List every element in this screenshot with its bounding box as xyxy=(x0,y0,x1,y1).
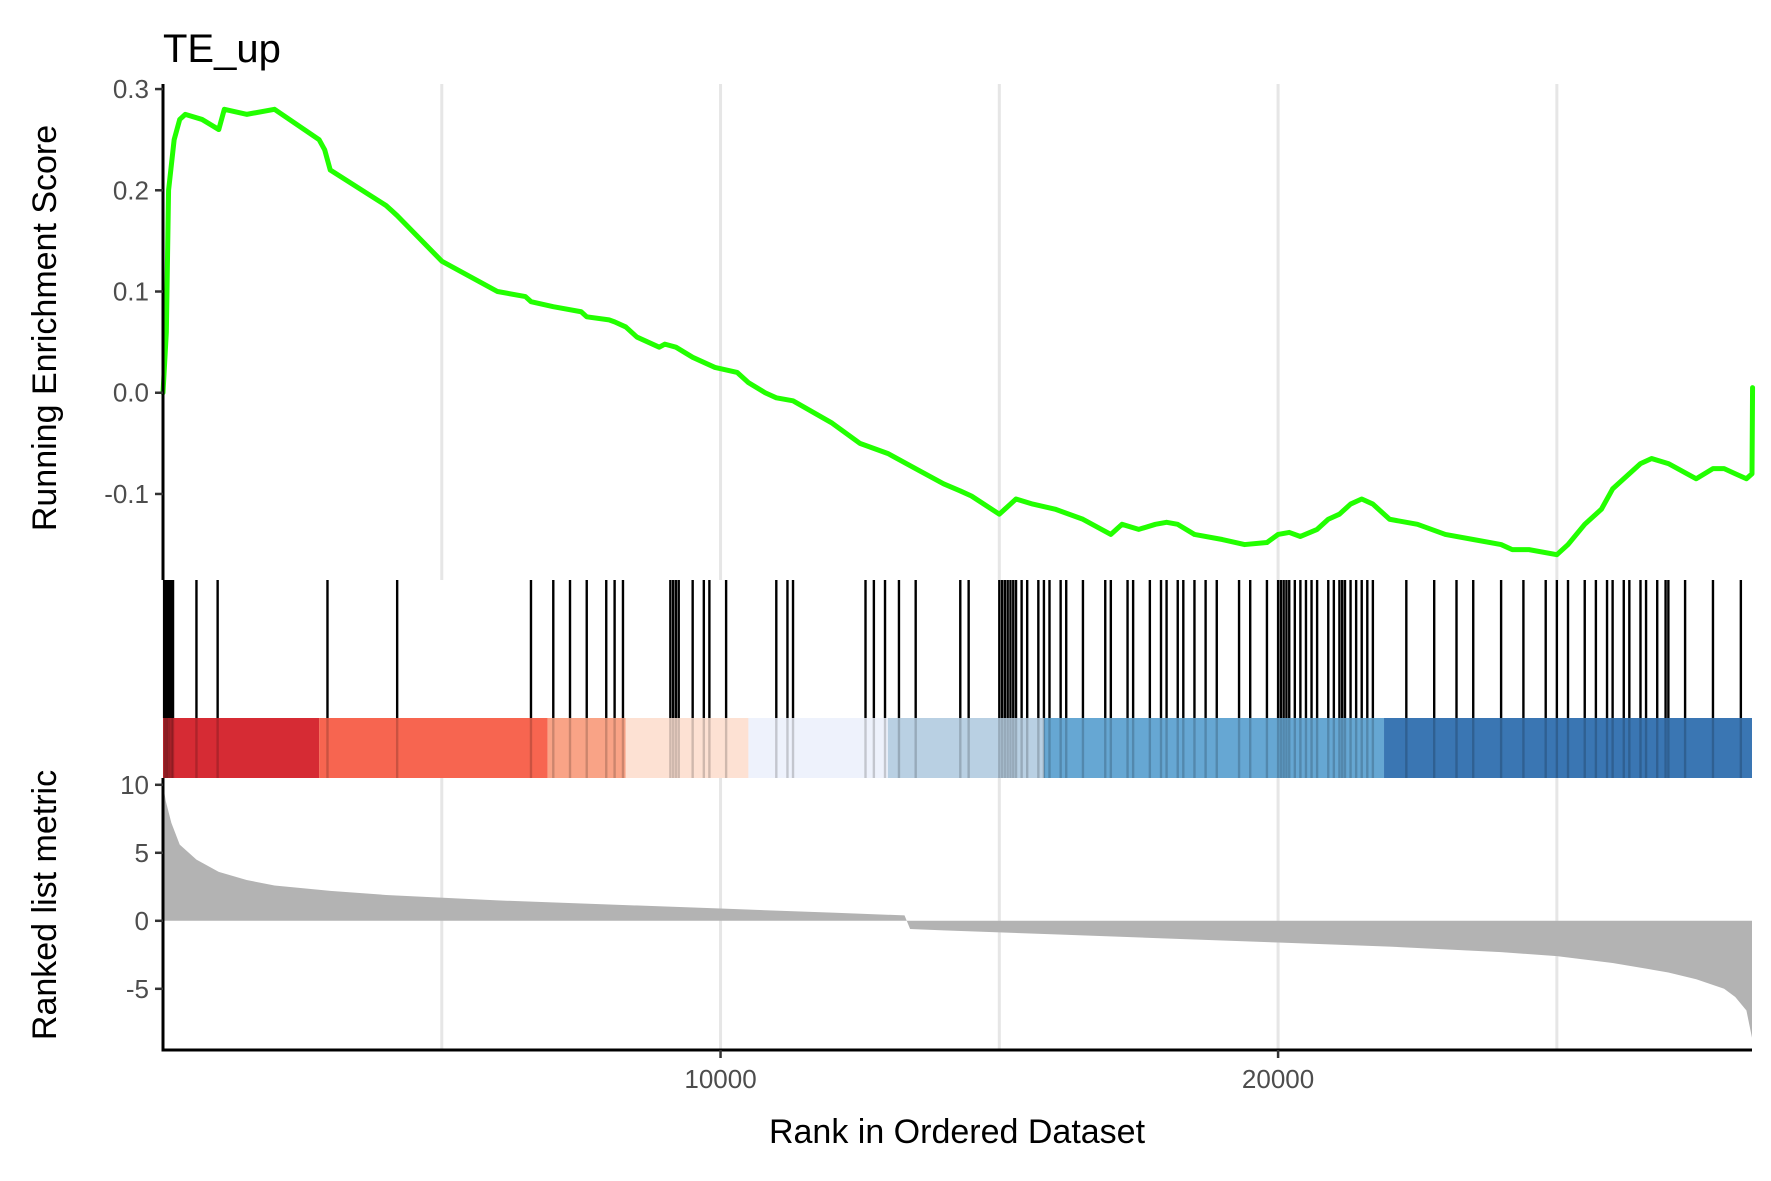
color-bar-segment xyxy=(319,718,548,778)
y-axis-title-enrichment: Running Enrichment Score xyxy=(26,125,64,531)
y-tick-label-metric: 0 xyxy=(135,906,149,936)
color-bar-segment xyxy=(1043,718,1385,778)
color-bar-segment xyxy=(887,718,1044,778)
y-tick-label-metric: 5 xyxy=(135,838,149,868)
gene-hit-marks xyxy=(162,580,1743,778)
enrichment-panel xyxy=(160,106,1756,558)
x-axis-title: Rank in Ordered Dataset xyxy=(769,1113,1146,1151)
rank-color-bar xyxy=(163,718,1752,778)
y-tick-label-enrichment: 0.3 xyxy=(113,74,149,104)
y-tick-label-enrichment: -0.1 xyxy=(104,479,149,509)
tick-labels: 0.3 0.2 0.1 0.0 -0.1 10 5 0 -5 10000 20000 xyxy=(104,74,1314,1094)
x-tick-label: 20000 xyxy=(1242,1064,1314,1094)
color-bar-segment xyxy=(547,718,626,778)
y-tick-label-enrichment: 0.2 xyxy=(113,175,149,205)
chart-title: TE_up xyxy=(163,27,281,71)
y-axis-title-ranked-metric: Ranked list metric xyxy=(26,770,64,1040)
ranked-metric-area xyxy=(163,784,1752,1038)
y-tick-label-metric: -5 xyxy=(126,974,149,1004)
enrichment-score-line xyxy=(160,106,1756,558)
y-tick-label-metric: 10 xyxy=(120,770,149,800)
axes xyxy=(161,84,1752,1052)
color-bar-segment xyxy=(625,718,749,778)
color-bar-segment xyxy=(163,718,320,778)
x-tick-label: 10000 xyxy=(684,1064,756,1094)
color-bar-segment xyxy=(748,718,888,778)
y-tick-label-enrichment: 0.1 xyxy=(113,277,149,307)
y-tick-label-enrichment: 0.0 xyxy=(113,378,149,408)
ranked-metric-panel xyxy=(163,784,1752,1038)
color-bar-segment xyxy=(1384,718,1752,778)
